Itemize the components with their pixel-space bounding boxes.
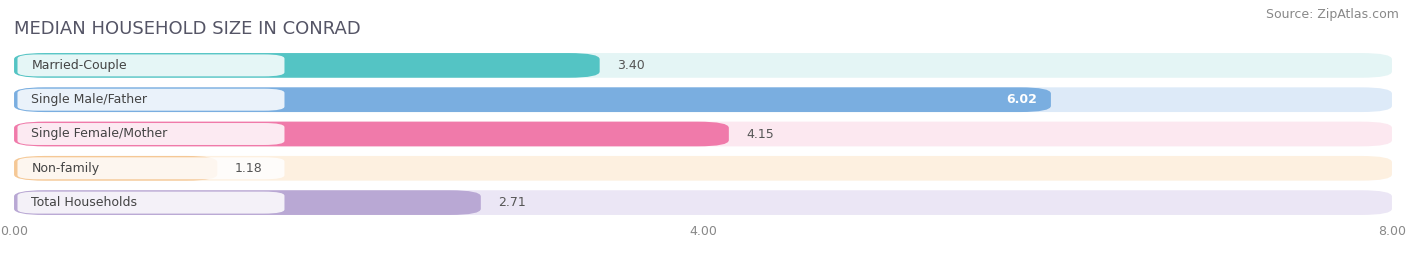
Text: Total Households: Total Households [31, 196, 138, 209]
Text: 4.15: 4.15 [747, 128, 773, 140]
Text: 1.18: 1.18 [235, 162, 263, 175]
FancyBboxPatch shape [17, 192, 284, 214]
Text: Single Male/Father: Single Male/Father [31, 93, 148, 106]
Text: 2.71: 2.71 [498, 196, 526, 209]
Text: Non-family: Non-family [31, 162, 100, 175]
FancyBboxPatch shape [14, 122, 728, 146]
Text: 3.40: 3.40 [617, 59, 644, 72]
Text: Married-Couple: Married-Couple [31, 59, 127, 72]
FancyBboxPatch shape [17, 157, 284, 179]
FancyBboxPatch shape [17, 54, 284, 76]
FancyBboxPatch shape [14, 190, 1392, 215]
FancyBboxPatch shape [14, 122, 1392, 146]
FancyBboxPatch shape [14, 87, 1392, 112]
Text: Single Female/Mother: Single Female/Mother [31, 128, 167, 140]
FancyBboxPatch shape [14, 190, 481, 215]
FancyBboxPatch shape [14, 53, 599, 78]
FancyBboxPatch shape [14, 87, 1050, 112]
FancyBboxPatch shape [17, 89, 284, 111]
FancyBboxPatch shape [14, 156, 1392, 181]
Text: Source: ZipAtlas.com: Source: ZipAtlas.com [1265, 8, 1399, 21]
FancyBboxPatch shape [14, 53, 1392, 78]
Text: MEDIAN HOUSEHOLD SIZE IN CONRAD: MEDIAN HOUSEHOLD SIZE IN CONRAD [14, 20, 361, 38]
FancyBboxPatch shape [14, 156, 218, 181]
Text: 6.02: 6.02 [1007, 93, 1038, 106]
FancyBboxPatch shape [17, 123, 284, 145]
